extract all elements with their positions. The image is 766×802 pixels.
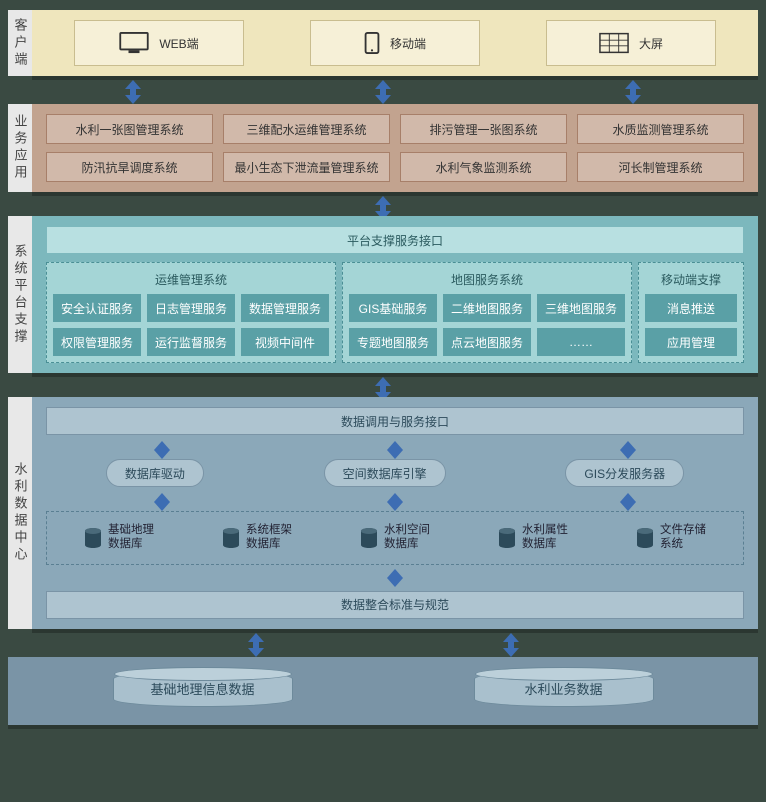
- db-item: 文件存储系统: [636, 524, 706, 552]
- biz-app: 水利一张图管理系统: [46, 114, 213, 144]
- layer-label-client: 客户端: [8, 10, 32, 76]
- source-body: 基础地理信息数据 水利业务数据: [8, 657, 758, 725]
- biz-app: 防汛抗旱调度系统: [46, 152, 213, 182]
- biz-app: 水利气象监测系统: [400, 152, 567, 182]
- arrow-icon: [374, 80, 392, 104]
- database-icon: [498, 527, 516, 549]
- arrow-icon: [247, 633, 265, 657]
- arrow-icon: [624, 80, 642, 104]
- platform-interface: 平台支撑服务接口: [46, 226, 744, 254]
- map-item: 三维地图服务: [537, 294, 625, 322]
- client-item-web: WEB端: [74, 20, 244, 66]
- arrow-icon: [619, 441, 637, 459]
- ops-item: 数据管理服务: [241, 294, 329, 322]
- db-label: 水利属性数据库: [522, 524, 568, 552]
- biz-app: 水质监测管理系统: [577, 114, 744, 144]
- client-item-label: WEB端: [159, 35, 198, 52]
- mobile-item: 消息推送: [645, 294, 737, 322]
- client-item-label: 移动端: [390, 35, 426, 52]
- arrow-icon: [386, 569, 404, 587]
- ops-item: 运行监督服务: [147, 328, 235, 356]
- arrows-data-source: [8, 633, 758, 657]
- data-standard: 数据整合标准与规范: [46, 591, 744, 619]
- arrow-icon: [153, 441, 171, 459]
- database-icon: [84, 527, 102, 549]
- mobile-icon: [364, 32, 380, 54]
- db-label: 文件存储系统: [660, 524, 706, 552]
- arrows-client-biz: [8, 80, 758, 104]
- layer-client: 客户端 WEB端 移动端 大屏: [8, 10, 758, 76]
- ops-box: 运维管理系统 安全认证服务 日志管理服务 数据管理服务 权限管理服务 运行监督服…: [46, 262, 336, 363]
- db-label: 系统框架数据库: [246, 524, 292, 552]
- layer-label-data: 水利数据中心: [8, 397, 32, 629]
- map-box: 地图服务系统 GIS基础服务 二维地图服务 三维地图服务 专题地图服务 点云地图…: [342, 262, 632, 363]
- biz-app: 最小生态下泄流量管理系统: [223, 152, 390, 182]
- client-item-mobile: 移动端: [310, 20, 480, 66]
- biz-body: 水利一张图管理系统 三维配水运维管理系统 排污管理一张图系统 水质监测管理系统 …: [32, 104, 758, 192]
- mobile-item: 应用管理: [645, 328, 737, 356]
- arrows-platform-data: [8, 377, 758, 397]
- platform-body: 平台支撑服务接口 运维管理系统 安全认证服务 日志管理服务 数据管理服务 权限管…: [32, 216, 758, 373]
- source-label: 基础地理信息数据: [150, 679, 254, 698]
- client-body: WEB端 移动端 大屏: [32, 10, 758, 76]
- source-cylinder: 水利业务数据: [474, 671, 654, 707]
- arrow-icon: [124, 80, 142, 104]
- mobile-box: 移动端支撑 消息推送 应用管理: [638, 262, 744, 363]
- biz-app: 排污管理一张图系统: [400, 114, 567, 144]
- database-icon: [636, 527, 654, 549]
- monitor-icon: [119, 32, 149, 54]
- layer-data: 水利数据中心 数据调用与服务接口 数据库驱动 空间数据库引擎 GIS分发服务器 …: [8, 397, 758, 629]
- engine: 数据库驱动: [106, 459, 204, 487]
- map-item: ……: [537, 328, 625, 356]
- grid-screen-icon: [599, 32, 629, 54]
- client-item-label: 大屏: [639, 35, 663, 52]
- layer-source: 基础地理信息数据 水利业务数据: [8, 657, 758, 725]
- arrow-icon: [619, 493, 637, 511]
- source-cylinder: 基础地理信息数据: [113, 671, 293, 707]
- map-item: 点云地图服务: [443, 328, 531, 356]
- db-row: 基础地理数据库 系统框架数据库 水利空间数据库 水利属性数据库 文件存储系统: [46, 511, 744, 565]
- ops-item: 安全认证服务: [53, 294, 141, 322]
- db-label: 基础地理数据库: [108, 524, 154, 552]
- engine: 空间数据库引擎: [324, 459, 446, 487]
- layer-biz: 业务应用 水利一张图管理系统 三维配水运维管理系统 排污管理一张图系统 水质监测…: [8, 104, 758, 192]
- database-icon: [222, 527, 240, 549]
- db-item: 水利属性数据库: [498, 524, 568, 552]
- data-body: 数据调用与服务接口 数据库驱动 空间数据库引擎 GIS分发服务器 基础地理数据库…: [32, 397, 758, 629]
- ops-item: 视频中间件: [241, 328, 329, 356]
- map-item: GIS基础服务: [349, 294, 437, 322]
- data-interface: 数据调用与服务接口: [46, 407, 744, 435]
- database-icon: [360, 527, 378, 549]
- ops-title: 运维管理系统: [53, 269, 329, 294]
- biz-app: 河长制管理系统: [577, 152, 744, 182]
- arrow-icon: [153, 493, 171, 511]
- layer-label-platform: 系统平台支撑: [8, 216, 32, 373]
- db-item: 水利空间数据库: [360, 524, 430, 552]
- source-label: 水利业务数据: [524, 679, 602, 698]
- db-item: 基础地理数据库: [84, 524, 154, 552]
- engine: GIS分发服务器: [565, 459, 684, 487]
- map-title: 地图服务系统: [349, 269, 625, 294]
- map-item: 专题地图服务: [349, 328, 437, 356]
- ops-item: 日志管理服务: [147, 294, 235, 322]
- layer-label-biz: 业务应用: [8, 104, 32, 192]
- db-label: 水利空间数据库: [384, 524, 430, 552]
- arrow-icon: [386, 493, 404, 511]
- db-item: 系统框架数据库: [222, 524, 292, 552]
- map-item: 二维地图服务: [443, 294, 531, 322]
- client-item-screen: 大屏: [546, 20, 716, 66]
- arrow-icon: [502, 633, 520, 657]
- biz-app: 三维配水运维管理系统: [223, 114, 390, 144]
- mobile-title: 移动端支撑: [645, 269, 737, 294]
- layer-platform: 系统平台支撑 平台支撑服务接口 运维管理系统 安全认证服务 日志管理服务 数据管…: [8, 216, 758, 373]
- arrows-biz-platform: [8, 196, 758, 216]
- arrow-icon: [386, 441, 404, 459]
- ops-item: 权限管理服务: [53, 328, 141, 356]
